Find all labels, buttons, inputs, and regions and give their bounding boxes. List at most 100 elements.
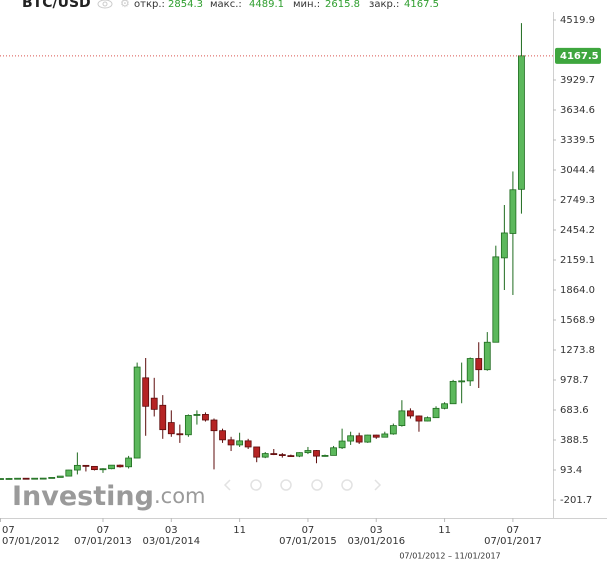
candle <box>48 477 56 479</box>
candle-body <box>313 450 320 457</box>
candle <box>381 431 389 438</box>
header-open: 2854.3 <box>168 0 203 10</box>
candle-body <box>458 380 466 383</box>
candle-body <box>56 475 64 478</box>
candle <box>347 431 355 445</box>
candle-body <box>518 55 525 190</box>
candle-body <box>372 434 380 438</box>
candle-body <box>5 478 13 480</box>
x-tick-label: 07 <box>302 525 315 536</box>
header-label-low: мин.: <box>293 0 320 10</box>
candle-body <box>193 414 201 416</box>
toolbar-icon <box>311 479 323 491</box>
candle <box>261 452 269 459</box>
watermark: Investing.com <box>12 481 206 512</box>
eye-icon <box>97 0 113 9</box>
y-tick-label: 2159.1 <box>560 255 595 266</box>
candle-body <box>483 341 491 371</box>
candle-body <box>364 434 372 443</box>
candle <box>415 415 423 432</box>
x-tick-label: 07 <box>97 525 110 536</box>
candle-body <box>48 477 56 479</box>
x-tick-date: 07/01/2015 <box>279 536 337 547</box>
candle-body <box>398 410 406 427</box>
candle <box>475 342 483 388</box>
candle-body <box>475 358 483 371</box>
x-tick-label: 03 <box>165 525 178 536</box>
candle-body <box>407 410 414 417</box>
candle-body <box>338 440 346 449</box>
candle-body <box>347 435 355 442</box>
toolbar <box>223 479 382 491</box>
watermark-suffix: .com <box>154 484 206 508</box>
candle <box>441 402 448 410</box>
y-tick-label: -201.7 <box>560 495 592 506</box>
candle-body <box>466 358 474 382</box>
candle-body <box>219 430 226 441</box>
candle-body <box>278 454 286 457</box>
candle-body <box>304 450 312 454</box>
watermark-brand: Investing <box>12 481 154 512</box>
candle <box>167 410 175 437</box>
candle <box>432 406 440 419</box>
y-tick-label: 3929.7 <box>560 75 595 86</box>
candle-body <box>441 403 448 409</box>
x-tick-date: 03/01/2014 <box>142 536 200 547</box>
candle-body <box>22 477 30 480</box>
date-range: 07/01/2012 – 11/01/2017 <box>399 552 500 561</box>
header-close: 4167.5 <box>404 0 439 10</box>
candle <box>466 357 474 386</box>
candle <box>159 395 167 439</box>
candle <box>5 477 13 480</box>
y-tick-label: 93.4 <box>560 465 582 476</box>
close-label-box <box>555 47 601 64</box>
candle-body <box>99 468 107 471</box>
candle <box>330 445 337 456</box>
candle <box>193 410 201 425</box>
candle-body <box>509 189 517 234</box>
candle-body <box>449 380 457 405</box>
candle-body <box>492 256 500 343</box>
candle-body <box>500 232 508 259</box>
candle-body <box>176 433 184 436</box>
candle <box>364 434 372 443</box>
candle-body <box>31 477 39 480</box>
header-low: 2615.8 <box>325 0 360 10</box>
candle-body <box>415 415 423 422</box>
candle <box>270 448 278 456</box>
candle <box>184 414 192 437</box>
candle <box>407 408 414 419</box>
candle <box>509 171 517 295</box>
candle <box>116 464 124 468</box>
candle <box>321 454 329 457</box>
candle <box>142 358 150 436</box>
candle <box>202 412 209 422</box>
candle <box>518 23 525 214</box>
y-tick-label: 1568.9 <box>560 315 595 326</box>
candle-body <box>82 464 90 467</box>
candle-body <box>227 439 235 446</box>
y-tick-label: 3339.5 <box>560 135 595 146</box>
y-tick-label: 3044.4 <box>560 165 595 176</box>
toolbar-icon <box>374 479 382 491</box>
toolbar-icon <box>223 479 231 491</box>
candle <box>492 245 500 343</box>
y-tick-label: 3634.6 <box>560 105 595 116</box>
x-tick-label: 07 <box>2 525 15 536</box>
candle-body <box>389 425 397 435</box>
x-tick-label: 03 <box>370 525 383 536</box>
x-tick-date: 07/01/2012 <box>2 536 60 547</box>
candle <box>56 475 64 478</box>
candle <box>133 362 141 459</box>
y-tick-label: 2454.2 <box>560 225 595 236</box>
candle-body <box>65 469 73 477</box>
y-tick-label: 978.7 <box>560 375 589 386</box>
candle-body <box>73 464 81 471</box>
candle <box>372 434 380 439</box>
candle-body <box>125 457 132 468</box>
candle <box>424 416 431 422</box>
candle <box>108 464 115 470</box>
candle-body <box>321 454 329 457</box>
chart-title: BTC/USD <box>22 0 91 11</box>
